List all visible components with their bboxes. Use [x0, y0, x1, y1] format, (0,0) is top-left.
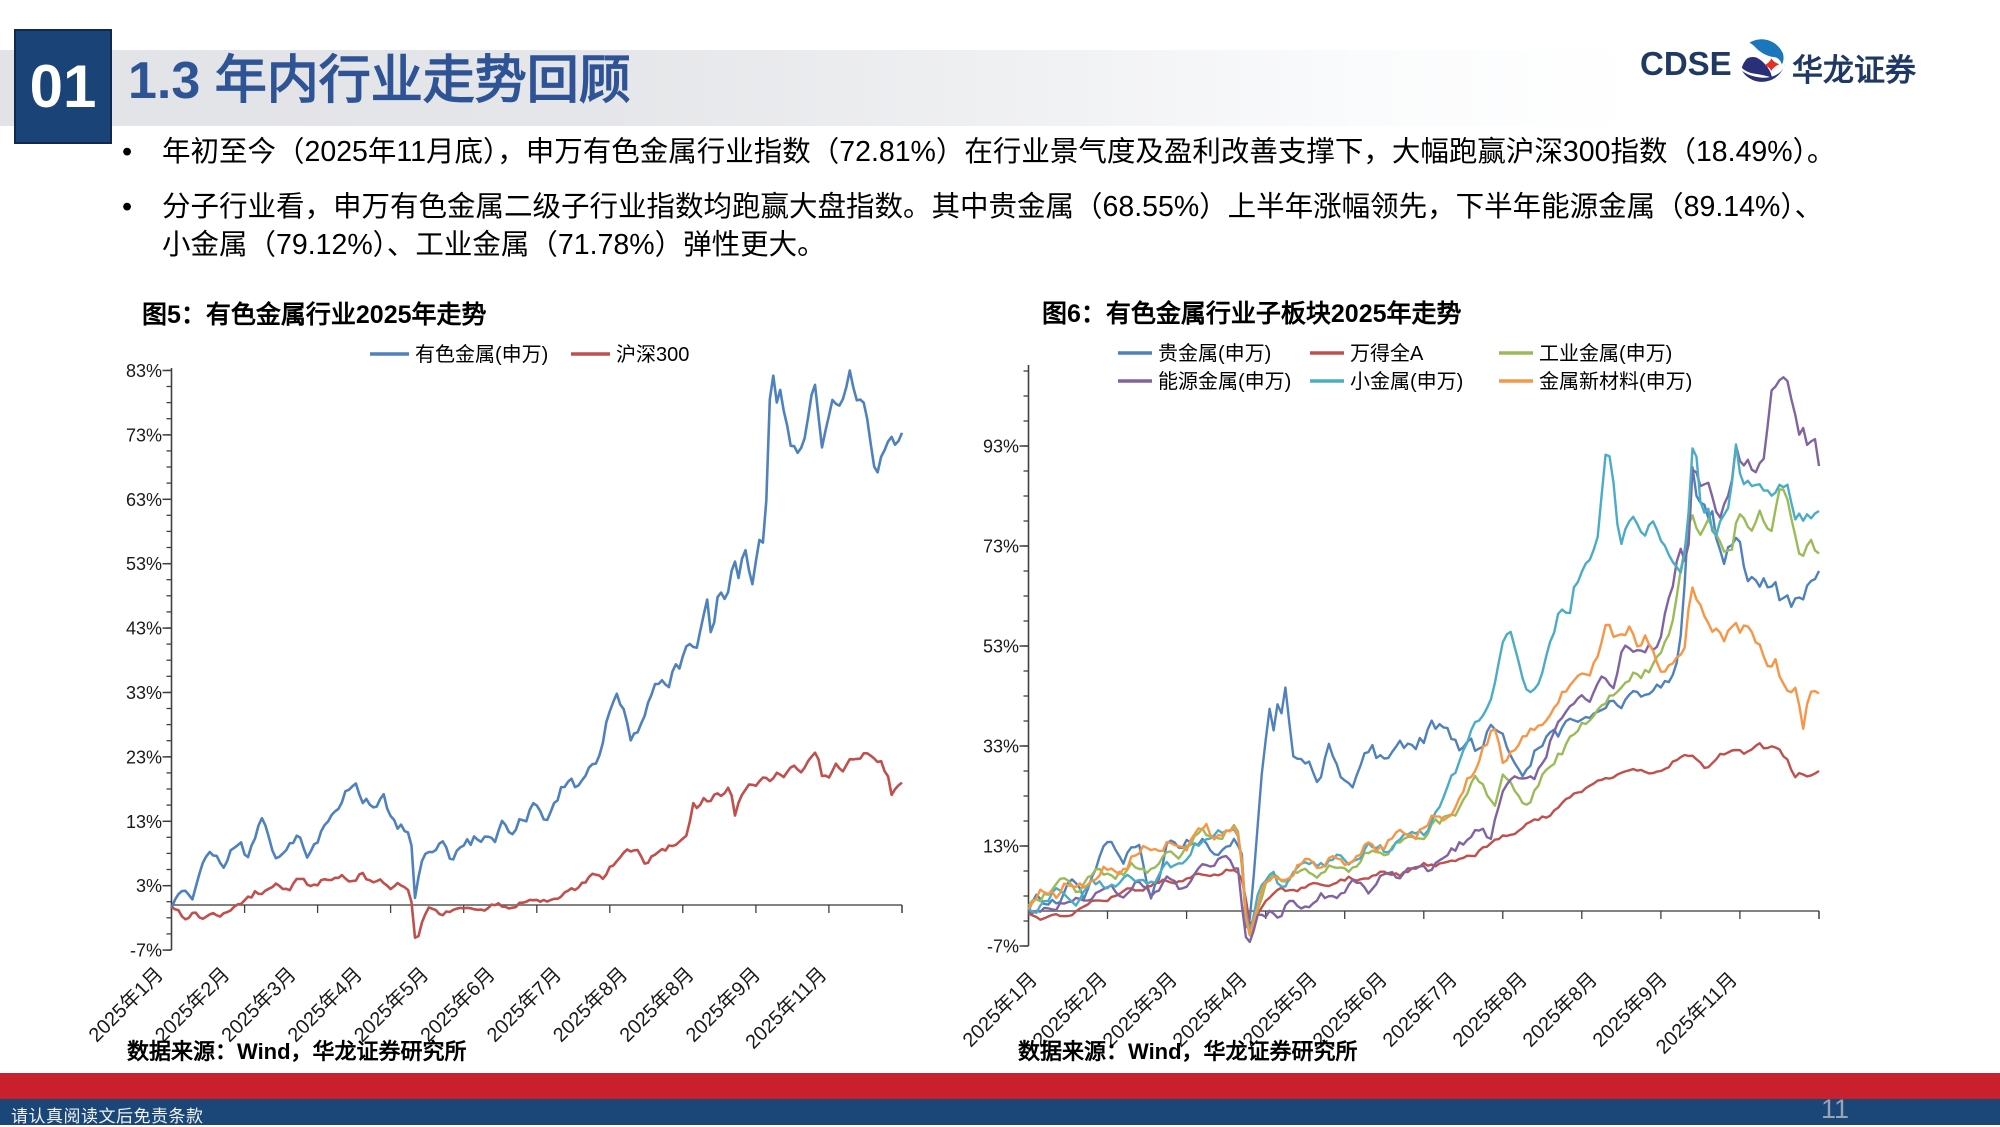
svg-text:33%: 33% — [983, 737, 1019, 757]
svg-text:73%: 73% — [983, 537, 1019, 557]
svg-text:13%: 13% — [126, 812, 162, 832]
svg-text:2025年8月: 2025年8月 — [1518, 968, 1602, 1052]
svg-text:33%: 33% — [126, 683, 162, 703]
svg-text:贵金属(申万): 贵金属(申万) — [1158, 342, 1271, 365]
svg-text:小金属(申万): 小金属(申万) — [1350, 370, 1463, 393]
svg-text:万得全A: 万得全A — [1350, 342, 1424, 365]
svg-text:63%: 63% — [126, 490, 162, 510]
svg-text:数据来源：Wind，华龙证券研究所: 数据来源：Wind，华龙证券研究所 — [1018, 1039, 1358, 1064]
svg-text:43%: 43% — [126, 619, 162, 639]
svg-text:93%: 93% — [983, 437, 1019, 457]
svg-text:23%: 23% — [126, 747, 162, 767]
svg-text:金属新材料(申万): 金属新材料(申万) — [1539, 370, 1692, 393]
svg-text:工业金属(申万): 工业金属(申万) — [1539, 342, 1672, 365]
svg-text:73%: 73% — [126, 425, 162, 445]
svg-text:沪深300: 沪深300 — [616, 343, 689, 366]
svg-text:-7%: -7% — [987, 937, 1019, 957]
svg-text:3%: 3% — [136, 876, 162, 896]
svg-text:数据来源：Wind，华龙证券研究所: 数据来源：Wind，华龙证券研究所 — [127, 1039, 467, 1064]
svg-text:53%: 53% — [983, 637, 1019, 657]
svg-text:能源金属(申万): 能源金属(申万) — [1158, 370, 1291, 393]
svg-text:图6：有色金属行业子板块2025年走势: 图6：有色金属行业子板块2025年走势 — [1042, 299, 1462, 328]
svg-text:2025年8月: 2025年8月 — [1448, 968, 1532, 1052]
svg-text:13%: 13% — [983, 837, 1019, 857]
svg-text:有色金属(申万): 有色金属(申万) — [415, 343, 548, 366]
svg-text:83%: 83% — [126, 361, 162, 381]
svg-text:图5：有色金属行业2025年走势: 图5：有色金属行业2025年走势 — [142, 300, 487, 329]
svg-text:2025年7月: 2025年7月 — [1378, 968, 1462, 1052]
svg-text:53%: 53% — [126, 554, 162, 574]
svg-text:-7%: -7% — [130, 941, 162, 961]
